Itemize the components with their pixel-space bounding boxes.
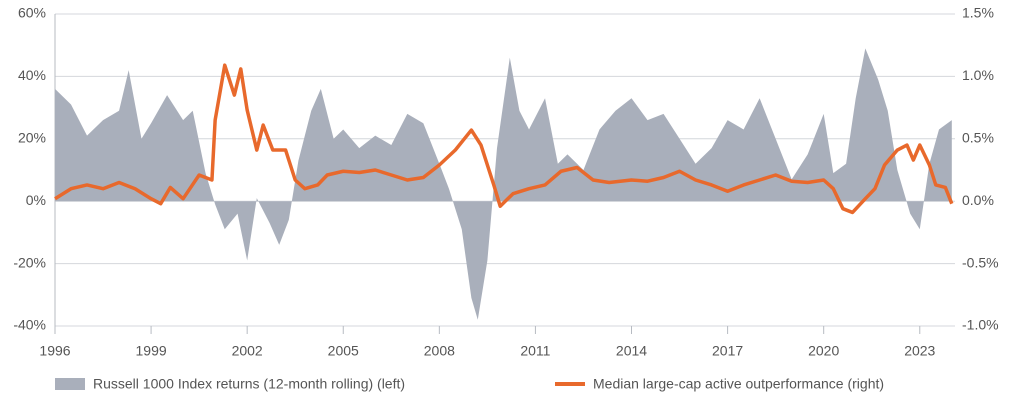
- x-tick-label: 2005: [328, 343, 359, 359]
- line: [54, 63, 954, 215]
- x-tick-label: 1996: [39, 343, 70, 359]
- y2-tick-label: 0.5%: [962, 130, 994, 146]
- y2-tick-label: 1.5%: [962, 5, 994, 21]
- x-tick-label: 2008: [424, 343, 455, 359]
- y-tick-label: 0%: [26, 192, 46, 208]
- y2-tick-label: 1.0%: [962, 67, 994, 83]
- y-tick-label: -40%: [13, 317, 46, 333]
- legend-swatch: [55, 378, 85, 390]
- legend-label: Median large-cap active outperformance (…: [593, 376, 884, 392]
- area: [55, 48, 952, 320]
- y-tick-label: 20%: [18, 130, 46, 146]
- y2-tick-label: -0.5%: [962, 254, 999, 270]
- x-tick-label: 2020: [808, 343, 839, 359]
- y-tick-label: 60%: [18, 5, 46, 21]
- y2-tick-label: -1.0%: [962, 317, 999, 333]
- y2-tick-label: 0.0%: [962, 192, 994, 208]
- x-tick-label: 2023: [904, 343, 935, 359]
- x-tick-label: 2014: [616, 343, 647, 359]
- y-tick-label: 40%: [18, 67, 46, 83]
- y-tick-label: -20%: [13, 254, 46, 270]
- x-tick-label: 2017: [712, 343, 743, 359]
- x-tick-label: 2011: [520, 343, 550, 359]
- x-tick-label: 2002: [232, 343, 263, 359]
- x-tick-label: 1999: [136, 343, 167, 359]
- legend-label: Russell 1000 Index returns (12-month rol…: [93, 376, 405, 392]
